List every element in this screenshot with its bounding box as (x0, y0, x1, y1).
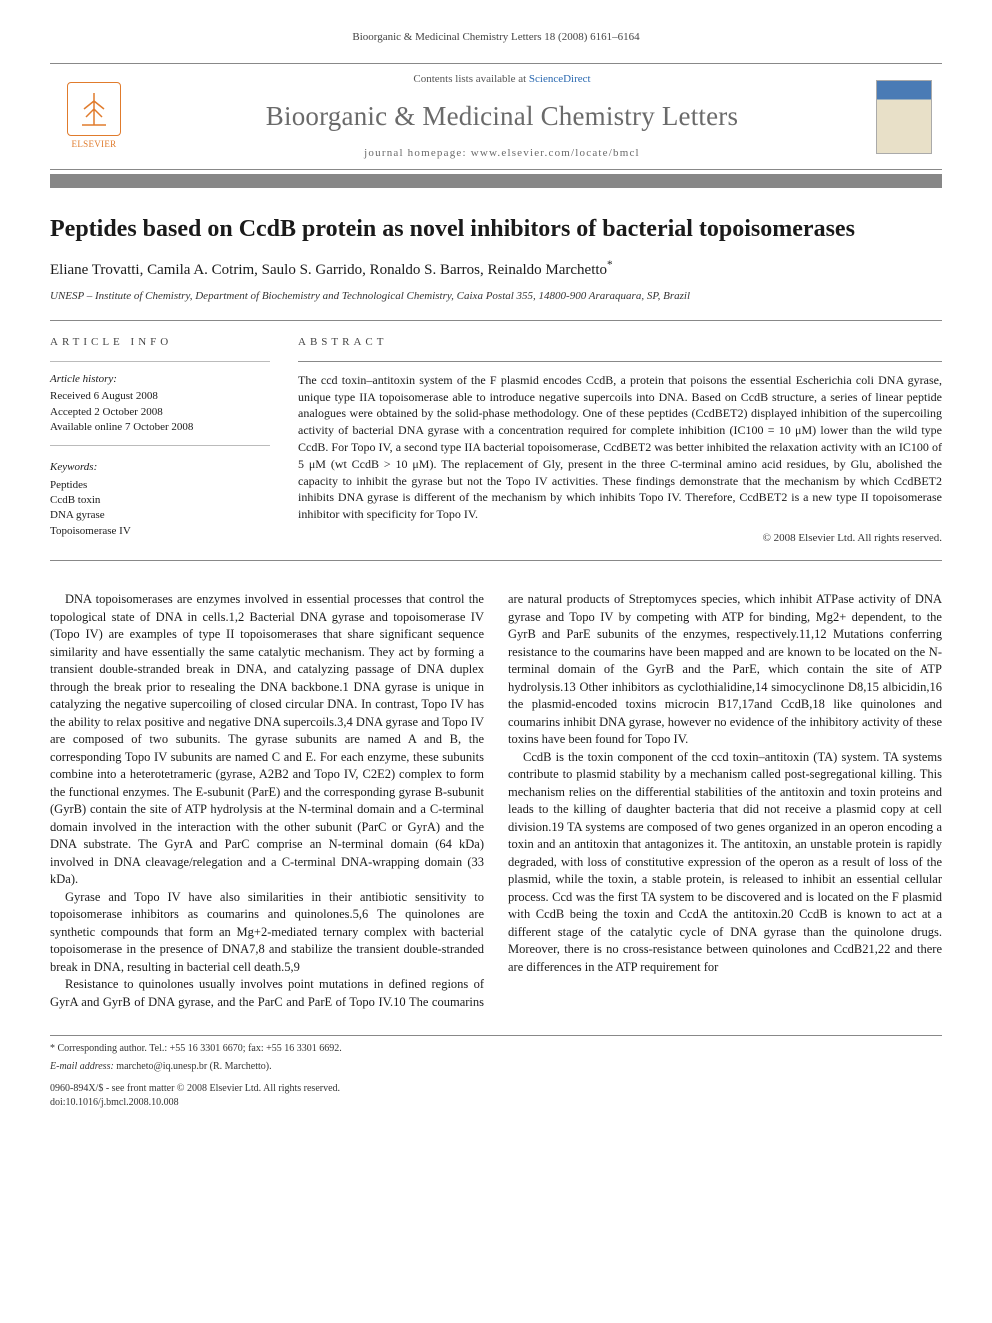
keywords-label: Keywords: (50, 460, 270, 475)
journal-masthead: ELSEVIER Contents lists available at Sci… (50, 63, 942, 170)
history-received: Received 6 August 2008 (50, 389, 270, 404)
page-footer: * Corresponding author. Tel.: +55 16 330… (50, 1035, 942, 1110)
email-label: E-mail address: (50, 1061, 114, 1072)
article-body: DNA topoisomerases are enzymes involved … (50, 591, 942, 1011)
body-paragraph: CcdB is the toxin component of the ccd t… (508, 749, 942, 977)
corresponding-author-note: * Corresponding author. Tel.: +55 16 330… (50, 1042, 942, 1056)
article-info-column: article info Article history: Received 6… (50, 335, 270, 546)
affiliation: UNESP – Institute of Chemistry, Departme… (50, 289, 942, 304)
sciencedirect-link[interactable]: ScienceDirect (529, 73, 591, 85)
history-accepted: Accepted 2 October 2008 (50, 405, 270, 420)
history-label: Article history: (50, 372, 270, 387)
running-head: Bioorganic & Medicinal Chemistry Letters… (50, 30, 942, 45)
abstract-column: abstract The ccd toxin–antitoxin system … (298, 335, 942, 546)
keyword-item: DNA gyrase (50, 508, 270, 523)
masthead-divider-bar (50, 174, 942, 188)
corresponding-email-line: E-mail address: marcheto@iq.unesp.br (R.… (50, 1060, 942, 1074)
issn-line: 0960-894X/$ - see front matter © 2008 El… (50, 1082, 942, 1096)
history-online: Available online 7 October 2008 (50, 420, 270, 435)
journal-homepage: journal homepage: www.elsevier.com/locat… (128, 146, 876, 161)
article-title: Peptides based on CcdB protein as novel … (50, 214, 942, 244)
author-names: Eliane Trovatti, Camila A. Cotrim, Saulo… (50, 262, 607, 278)
author-list: Eliane Trovatti, Camila A. Cotrim, Saulo… (50, 258, 942, 281)
corresponding-marker: * (607, 259, 613, 271)
abstract-copyright: © 2008 Elsevier Ltd. All rights reserved… (298, 531, 942, 546)
publisher-logo-label: ELSEVIER (72, 138, 117, 151)
divider (50, 560, 942, 561)
abstract-heading: abstract (298, 335, 942, 350)
journal-cover-thumbnail (876, 80, 932, 154)
keyword-item: CcdB toxin (50, 493, 270, 508)
body-paragraph: Gyrase and Topo IV have also similaritie… (50, 889, 484, 977)
body-paragraph: DNA topoisomerases are enzymes involved … (50, 591, 484, 889)
keyword-item: Peptides (50, 478, 270, 493)
contents-prefix: Contents lists available at (413, 73, 528, 85)
contents-available-line: Contents lists available at ScienceDirec… (128, 72, 876, 87)
abstract-text: The ccd toxin–antitoxin system of the F … (298, 372, 942, 523)
corresponding-email[interactable]: marcheto@iq.unesp.br (116, 1061, 207, 1072)
journal-name: Bioorganic & Medicinal Chemistry Letters (128, 98, 876, 136)
keyword-item: Topoisomerase IV (50, 524, 270, 539)
email-suffix: (R. Marchetto). (210, 1061, 272, 1072)
publisher-logo: ELSEVIER (60, 78, 128, 156)
article-info-heading: article info (50, 335, 270, 350)
doi-line: doi:10.1016/j.bmcl.2008.10.008 (50, 1096, 942, 1110)
elsevier-tree-icon (67, 82, 121, 136)
